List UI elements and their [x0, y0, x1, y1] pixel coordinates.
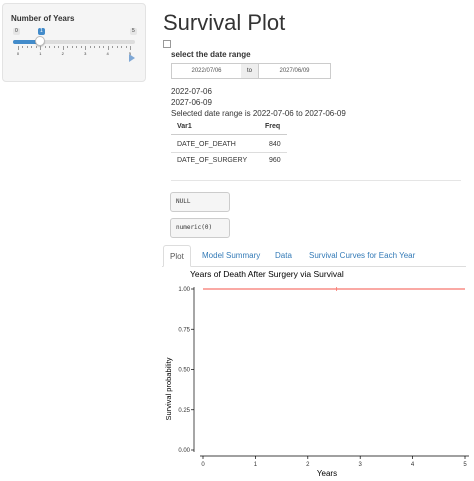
- table-cell-var1: DATE_OF_SURGERY: [177, 157, 248, 164]
- table-header-divider: [171, 134, 287, 135]
- slider-tick: [22, 46, 24, 48]
- date-range-label: select the date range: [171, 50, 251, 59]
- slider-tick: [80, 46, 82, 48]
- output-range-text: Selected date range is 2022-07-06 to 202…: [171, 109, 346, 118]
- slider-tick-label: 4: [106, 51, 109, 56]
- table-header-freq: Freq: [265, 123, 281, 130]
- slider-tick: [130, 46, 131, 50]
- slider-tick: [49, 46, 51, 48]
- slider-tick: [76, 46, 78, 48]
- date-range-start-input[interactable]: 2022/07/06: [171, 63, 242, 79]
- table-row-divider: [171, 152, 287, 153]
- verbatim-output-null: NULL: [170, 192, 230, 212]
- y-axis-label: Survival probability: [164, 357, 173, 420]
- slider-tick: [31, 46, 33, 48]
- slider-tick: [62, 46, 64, 50]
- slider-tick: [112, 46, 114, 48]
- y-tick-label: 0.75: [178, 327, 190, 333]
- slider-tick: [94, 46, 96, 48]
- x-tick-label: 4: [411, 462, 415, 468]
- slider-tick-label: 5: [128, 51, 132, 56]
- play-icon[interactable]: [129, 54, 135, 62]
- slider-tick: [58, 46, 60, 48]
- y-tick-label: 1.00: [178, 287, 190, 293]
- slider-tick: [26, 46, 28, 48]
- slider-tick-label: 3: [84, 51, 87, 56]
- slider-handle[interactable]: [35, 36, 46, 46]
- y-tick-label: 0.50: [178, 368, 190, 374]
- slider-tick: [85, 46, 87, 50]
- table-cell-freq: 960: [269, 157, 281, 164]
- date-range-separator: to: [241, 63, 258, 79]
- y-tick-label: 0.25: [178, 408, 190, 414]
- section-divider: [171, 180, 461, 181]
- tab-data[interactable]: Data: [275, 251, 292, 260]
- tab-survival-curves[interactable]: Survival Curves for Each Year: [309, 251, 416, 260]
- slider-tick: [98, 46, 100, 48]
- broken-image-icon: [163, 40, 171, 48]
- x-tick-label: 0: [201, 462, 205, 468]
- x-tick-label: 2: [306, 462, 310, 468]
- output-end-date: 2027-06-09: [171, 98, 212, 107]
- y-tick-label: 0.00: [178, 448, 190, 454]
- slider-label: Number of Years: [11, 14, 75, 23]
- slider-tick: [116, 46, 118, 48]
- x-tick-label: 5: [463, 462, 467, 468]
- slider-value-label: 1: [38, 28, 45, 35]
- slider-min-label: 0: [13, 28, 20, 35]
- slider-tick: [89, 46, 91, 48]
- table-cell-freq: 840: [269, 141, 281, 148]
- slider-tick: [107, 46, 109, 50]
- page-title: Survival Plot: [163, 10, 286, 35]
- slider-max-label: 5: [130, 28, 137, 35]
- date-range-end-input[interactable]: 2027/06/09: [258, 63, 331, 79]
- slider-tick-label: 0: [16, 51, 20, 56]
- output-start-date: 2022-07-06: [171, 87, 212, 96]
- tabs-baseline: [162, 266, 466, 267]
- slider-tick: [44, 46, 46, 48]
- slider-track[interactable]: [13, 40, 135, 44]
- x-tick-label: 1: [254, 462, 258, 468]
- slider-track-fill: [13, 40, 41, 44]
- slider-tick: [125, 46, 127, 48]
- survival-chart: Years of Death After Surgery via Surviva…: [164, 269, 469, 478]
- chart-axes: 0.00 0.25 0.50 0.75 1.00 0 1 2 3 4 5: [178, 287, 469, 468]
- slider-tick-label: 2: [61, 51, 64, 56]
- chart-marks: [203, 287, 465, 291]
- slider-tick: [103, 46, 105, 48]
- slider-tick: [53, 46, 55, 48]
- slider-tick: [121, 46, 123, 48]
- x-axis-label: Years: [317, 469, 337, 478]
- chart-title: Years of Death After Surgery via Surviva…: [190, 269, 344, 279]
- slider-tick: [18, 46, 19, 50]
- tab-model-summary[interactable]: Model Summary: [202, 251, 261, 260]
- slider-tick: [40, 46, 42, 50]
- x-tick-label: 3: [359, 462, 363, 468]
- slider-tick: [67, 46, 69, 48]
- verbatim-output-numeric: numeric(0): [170, 218, 230, 238]
- table-cell-var1: DATE_OF_DEATH: [177, 141, 236, 148]
- table-header-var1: Var1: [177, 123, 192, 130]
- slider-tick: [35, 46, 37, 48]
- slider-tick: [71, 46, 73, 48]
- tab-plot[interactable]: Plot: [163, 245, 191, 267]
- slider-tick-label: 1: [39, 51, 42, 56]
